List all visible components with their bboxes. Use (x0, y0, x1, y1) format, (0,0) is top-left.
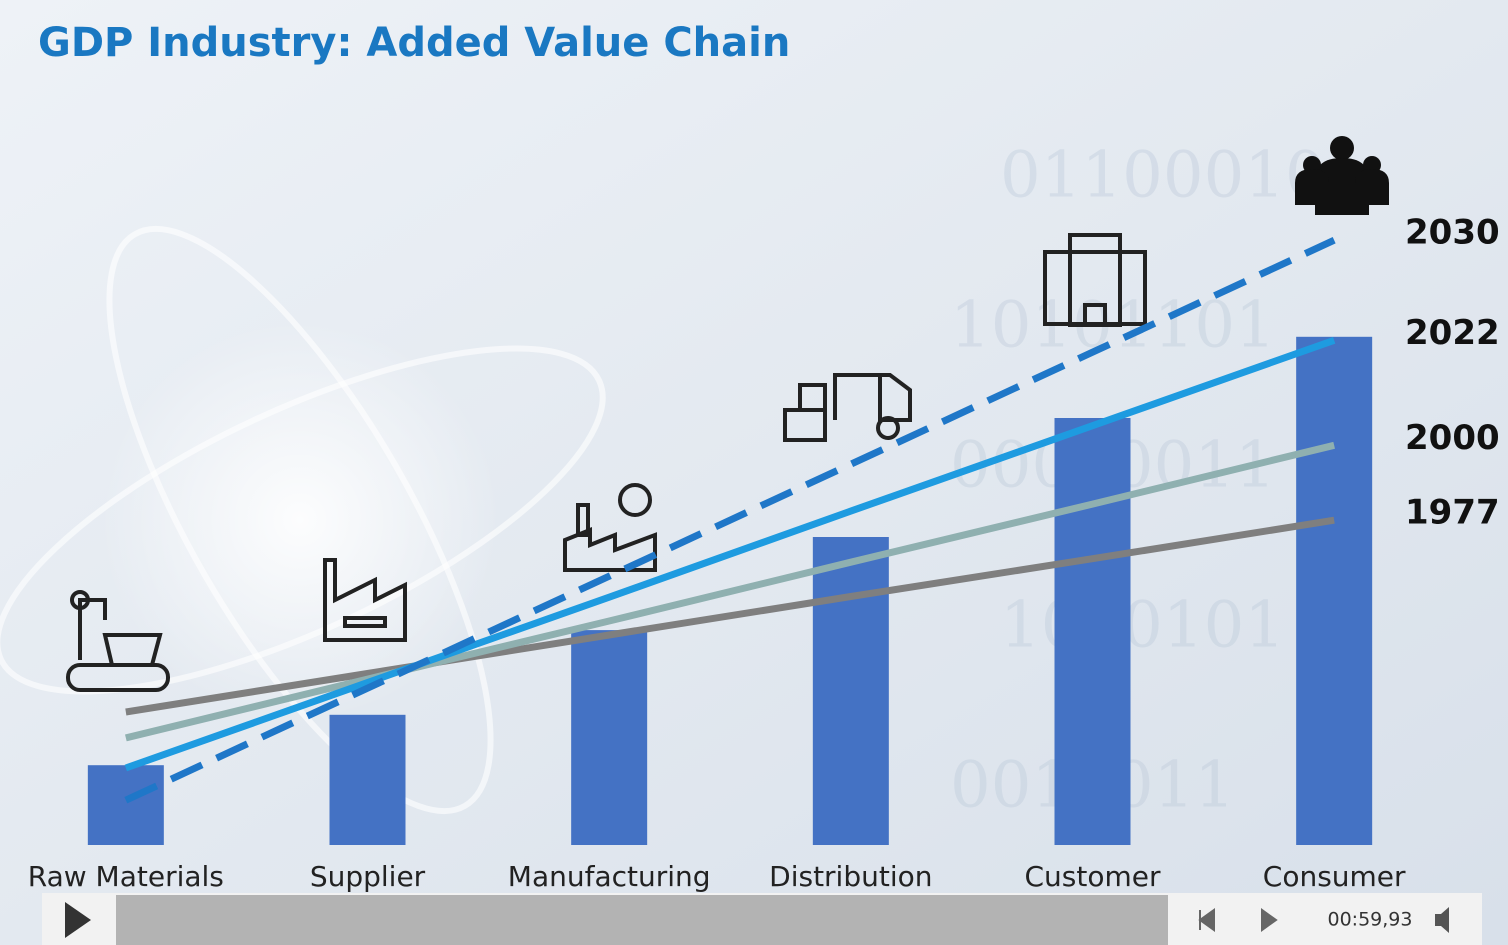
x-tick-label: Consumer (1263, 860, 1406, 893)
trend-line (124, 336, 1336, 772)
svg-text:1010101: 1010101 (1000, 589, 1285, 663)
step-back-button[interactable] (1198, 908, 1215, 932)
play-button[interactable] (65, 902, 91, 938)
trend-line (125, 441, 1335, 742)
plot-area: Raw Materials Supplier Manufacturing Distri… (28, 213, 1500, 893)
icon-people (1295, 136, 1389, 215)
series-label: 2030 (1405, 213, 1500, 253)
x-tick-label: Distribution (769, 860, 932, 893)
bar (1296, 336, 1373, 845)
bar (87, 765, 164, 845)
seek-track[interactable] (116, 895, 1168, 945)
trend-line (125, 516, 1335, 716)
volume-button[interactable] (1435, 907, 1449, 933)
bar (571, 630, 648, 845)
x-tick-label: Raw Materials (28, 860, 224, 893)
x-tick-label: Customer (1024, 860, 1160, 893)
time-display: 00:59,93 (1328, 909, 1413, 931)
x-tick-label: Manufacturing (508, 860, 711, 893)
bar (812, 537, 889, 845)
chart-title: GDP Industry: Added Value Chain (38, 20, 790, 66)
decor-glow (100, 320, 500, 720)
series-label: 2000 (1405, 418, 1500, 458)
bar (1054, 418, 1131, 845)
trend-line (124, 237, 1336, 804)
x-tick-label: Supplier (310, 860, 426, 893)
svg-text:01100010: 01100010 (1000, 139, 1326, 213)
bar (329, 714, 406, 845)
series-label: 2022 (1405, 313, 1500, 353)
series-label: 1977 (1405, 493, 1500, 533)
step-forward-button[interactable] (1261, 908, 1278, 932)
video-player: 00:59,93 (42, 893, 1482, 945)
